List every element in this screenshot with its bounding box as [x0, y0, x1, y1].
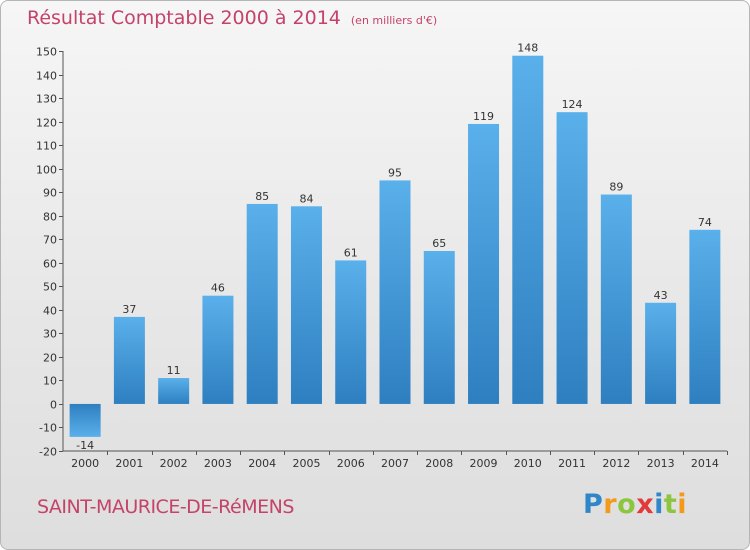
chart-unit-label: (en milliers d'€) — [350, 14, 438, 27]
data-label: 61 — [344, 246, 358, 259]
x-tick-label: 2010 — [514, 457, 542, 470]
bar — [423, 251, 455, 404]
y-tick-label: 20 — [43, 352, 57, 365]
data-label: 119 — [473, 110, 494, 123]
logo-letter: i — [677, 489, 688, 520]
data-label: 124 — [562, 98, 583, 111]
y-tick-label: 140 — [36, 70, 57, 83]
data-label: 37 — [122, 303, 136, 316]
logo-letter: x — [636, 489, 655, 520]
data-label: 89 — [609, 181, 623, 194]
data-label: 65 — [432, 237, 446, 250]
x-tick-label: 2003 — [204, 457, 232, 470]
proxiti-logo: Proxiti — [583, 489, 687, 520]
y-tick-label: 30 — [43, 328, 57, 341]
bar — [69, 403, 101, 437]
x-tick-label: 2002 — [160, 457, 188, 470]
bar — [468, 123, 500, 404]
bar — [645, 302, 677, 404]
bar — [335, 260, 367, 404]
x-tick-label: 2006 — [337, 457, 365, 470]
x-tick-label: 2000 — [71, 457, 99, 470]
x-tick-label: 2001 — [115, 457, 143, 470]
y-tick-label: 150 — [36, 46, 57, 59]
x-tick-label: 2014 — [691, 457, 719, 470]
y-tick-label: 50 — [43, 281, 57, 294]
bar — [689, 229, 721, 404]
logo-letter: t — [663, 489, 678, 520]
y-tick-label: 120 — [36, 117, 57, 130]
y-tick-label: 90 — [43, 187, 57, 200]
x-tick-label: 2013 — [647, 457, 675, 470]
bar — [246, 203, 278, 404]
bar — [158, 378, 190, 404]
y-tick-label: 130 — [36, 93, 57, 106]
bar — [512, 55, 544, 404]
bar — [290, 206, 322, 404]
y-tick-label: 10 — [43, 375, 57, 388]
y-tick-label: 60 — [43, 258, 57, 271]
x-tick-label: 2008 — [425, 457, 453, 470]
bar — [202, 295, 234, 404]
data-label: 84 — [299, 192, 313, 205]
data-label: -14 — [76, 439, 94, 452]
logo-letter: r — [603, 489, 618, 520]
data-label: 85 — [255, 190, 269, 203]
bar — [556, 112, 588, 404]
y-tick-label: 0 — [50, 399, 57, 412]
chart-title: Résultat Comptable 2000 à 2014 (en millie… — [27, 7, 437, 29]
logo-letter: o — [617, 489, 637, 520]
y-tick-label: -10 — [39, 422, 57, 435]
data-label: 43 — [654, 289, 668, 302]
logo-letter: P — [583, 489, 604, 520]
data-label: 148 — [517, 42, 538, 55]
logo-letter: i — [654, 489, 664, 520]
x-tick-label: 2011 — [558, 457, 586, 470]
commune-name: SAINT-MAURICE-DE-RéMENS — [37, 496, 294, 518]
x-tick-label: 2009 — [470, 457, 498, 470]
y-tick-label: 110 — [36, 140, 57, 153]
data-label: 74 — [698, 216, 712, 229]
y-tick-label: 40 — [43, 305, 57, 318]
x-tick-label: 2005 — [292, 457, 320, 470]
x-tick-label: 2007 — [381, 457, 409, 470]
bar — [113, 316, 145, 404]
data-label: 11 — [167, 364, 181, 377]
bar — [379, 180, 411, 404]
bar — [600, 194, 632, 404]
x-tick-label: 2012 — [602, 457, 630, 470]
data-label: 95 — [388, 166, 402, 179]
y-tick-label: 70 — [43, 234, 57, 247]
y-tick-label: 80 — [43, 211, 57, 224]
data-label: 46 — [211, 282, 225, 295]
chart-title-text: Résultat Comptable 2000 à 2014 — [27, 7, 341, 29]
x-tick-label: 2004 — [248, 457, 276, 470]
y-tick-label: -20 — [39, 446, 57, 459]
y-tick-label: 100 — [36, 164, 57, 177]
